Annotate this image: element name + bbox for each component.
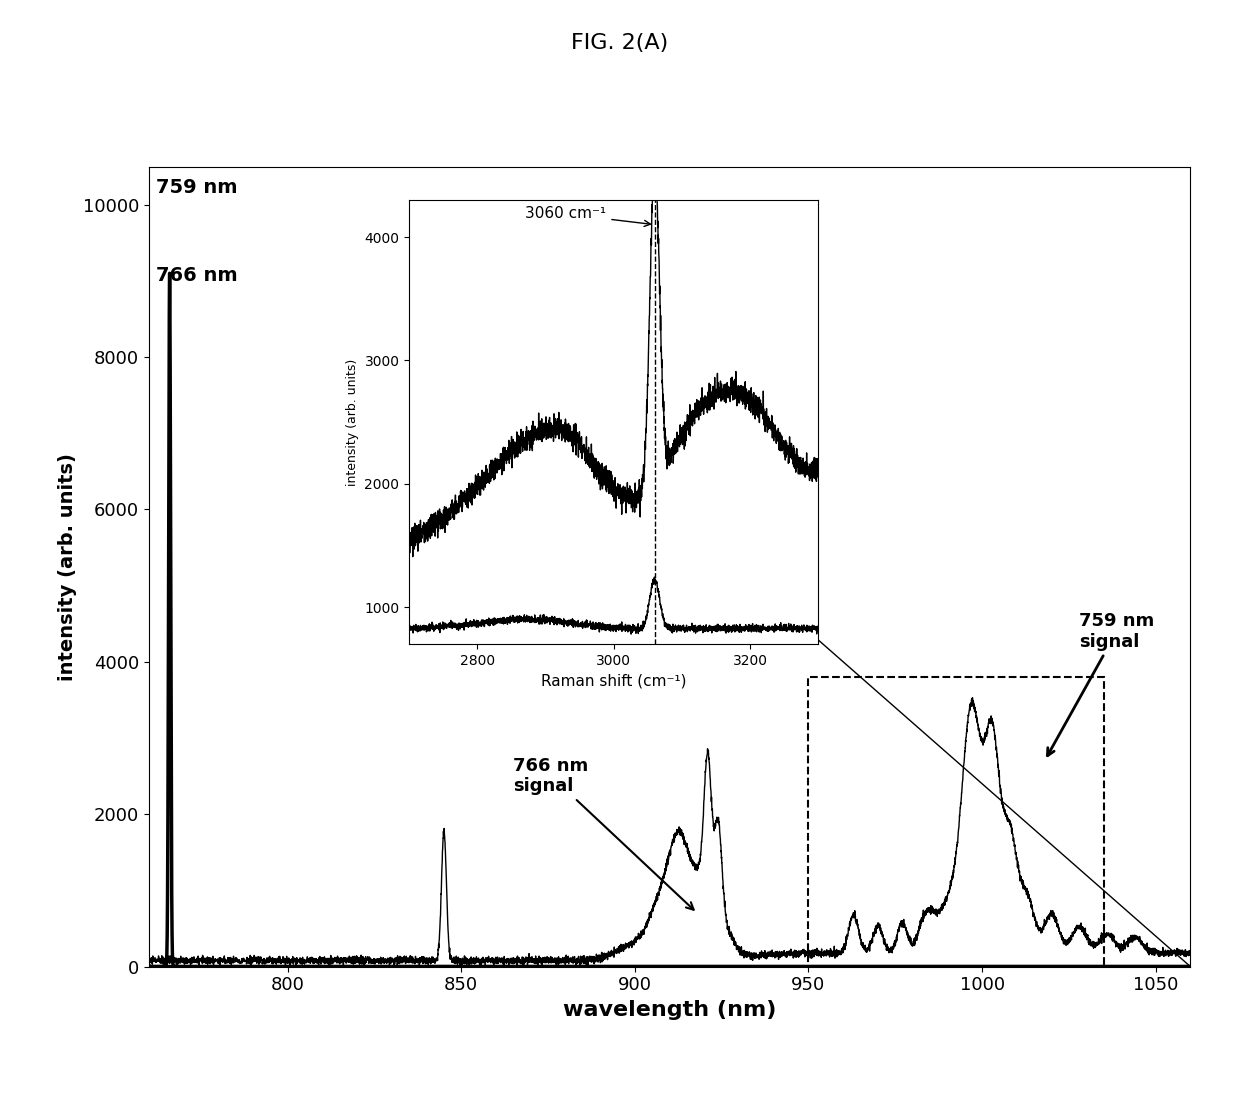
Text: 3060 cm⁻¹: 3060 cm⁻¹	[526, 207, 651, 227]
Text: FIG. 2(A): FIG. 2(A)	[572, 33, 668, 53]
Text: 766 nm: 766 nm	[156, 266, 237, 284]
Text: 759 nm
signal: 759 nm signal	[1048, 612, 1154, 755]
X-axis label: wavelength (nm): wavelength (nm)	[563, 1000, 776, 1020]
X-axis label: Raman shift (cm⁻¹): Raman shift (cm⁻¹)	[541, 673, 687, 689]
Bar	[808, 677, 1104, 967]
Y-axis label: intensity (arb. units): intensity (arb. units)	[58, 452, 77, 681]
Text: 766 nm
signal: 766 nm signal	[513, 757, 693, 910]
Y-axis label: intensity (arb. units): intensity (arb. units)	[346, 359, 358, 486]
Text: 759 nm: 759 nm	[156, 178, 237, 197]
